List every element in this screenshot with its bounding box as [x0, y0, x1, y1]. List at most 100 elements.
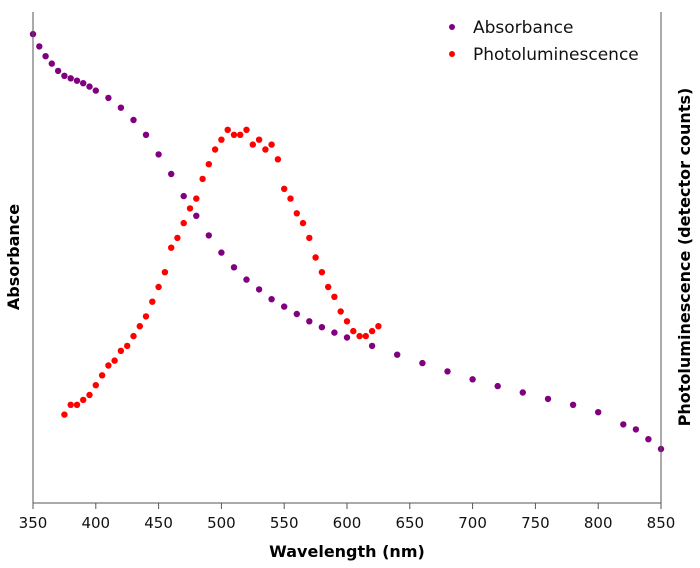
x-tick-label: 500 — [207, 514, 236, 532]
photoluminescence-point — [343, 318, 351, 325]
absorbance-point — [48, 60, 55, 67]
x-tick-label: 850 — [647, 514, 676, 532]
absorbance-point — [281, 303, 288, 310]
photoluminescence-point — [168, 244, 175, 251]
photoluminescence-point — [230, 131, 238, 138]
photoluminescence-point — [325, 283, 332, 291]
absorbance-point — [130, 116, 137, 124]
absorbance-point — [331, 329, 338, 336]
absorbance-point — [61, 72, 68, 80]
absorbance-point — [268, 296, 275, 303]
photoluminescence-point — [337, 308, 344, 315]
absorbance-point — [230, 264, 238, 271]
photoluminescence-point — [299, 219, 307, 227]
x-axis-title: Wavelength (nm) — [269, 542, 425, 561]
absorbance-point — [243, 276, 250, 283]
x-tick-label: 350 — [19, 514, 48, 532]
photoluminescence-point — [161, 269, 169, 276]
photoluminescence-point — [211, 146, 219, 153]
photoluminescence-point — [255, 136, 263, 143]
absorbance-point — [105, 94, 112, 102]
absorbance-point — [343, 334, 351, 341]
plot-points — [29, 30, 665, 453]
x-tick-label: 450 — [144, 514, 173, 532]
photoluminescence-point — [356, 332, 363, 340]
photoluminescence-point — [224, 126, 231, 133]
absorbance-point — [255, 286, 263, 293]
legend-marker-absorbance — [449, 24, 455, 30]
photoluminescence-point — [331, 293, 338, 300]
absorbance-point — [595, 409, 602, 416]
x-tick-label: 700 — [458, 514, 487, 532]
photoluminescence-point — [124, 342, 131, 350]
photoluminescence-point — [306, 234, 313, 242]
photoluminescence-point — [136, 323, 143, 330]
absorbance-point — [620, 421, 627, 428]
absorbance-point — [368, 342, 376, 350]
photoluminescence-point — [98, 372, 106, 379]
x-tick-label: 800 — [584, 514, 613, 532]
absorbance-point — [73, 77, 81, 84]
photoluminescence-point — [268, 141, 275, 148]
absorbance-point — [218, 249, 225, 256]
photoluminescence-point — [312, 254, 319, 261]
photoluminescence-point — [111, 357, 118, 364]
legend-label-photoluminescence: Photoluminescence — [473, 45, 639, 65]
absorbance-point — [494, 382, 501, 390]
photoluminescence-point — [362, 332, 369, 340]
absorbance-point — [92, 87, 100, 94]
photoluminescence-point — [318, 269, 326, 276]
photoluminescence-point — [117, 347, 125, 354]
photoluminescence-point — [368, 327, 376, 335]
photoluminescence-point — [142, 313, 150, 320]
absorbance-point — [544, 395, 552, 403]
absorbance-point — [67, 75, 74, 82]
absorbance-point — [205, 232, 212, 239]
y-axis-title-left: Absorbance — [4, 204, 23, 310]
photoluminescence-point — [61, 411, 68, 418]
absorbance-point — [142, 131, 150, 138]
photoluminescence-point — [180, 219, 187, 227]
absorbance-point — [469, 376, 476, 383]
absorbance-point — [444, 368, 451, 375]
photoluminescence-point — [73, 401, 81, 408]
absorbance-point — [318, 324, 326, 331]
absorbance-point — [180, 192, 187, 200]
photoluminescence-point — [199, 175, 206, 183]
photoluminescence-point — [375, 323, 382, 330]
absorbance-point — [419, 359, 426, 367]
absorbance-point — [193, 212, 200, 219]
absorbance-point — [394, 351, 401, 358]
photoluminescence-point — [287, 195, 294, 202]
x-tick-label: 550 — [270, 514, 299, 532]
absorbance-point — [569, 401, 577, 408]
x-tick-label: 600 — [333, 514, 362, 532]
absorbance-point — [168, 170, 175, 178]
photoluminescence-point — [262, 146, 269, 153]
photoluminescence-point — [174, 234, 181, 242]
photoluminescence-point — [274, 156, 282, 163]
absorbance-point — [117, 104, 125, 111]
photoluminescence-point — [80, 396, 87, 404]
absorbance-point — [306, 318, 313, 325]
absorbance-point — [293, 310, 300, 318]
legend-marker-photoluminescence — [449, 51, 455, 57]
photoluminescence-point — [105, 362, 112, 369]
x-ticks: 350 400 450 500 550 600 650 700 750 800 850 — [19, 503, 676, 532]
photoluminescence-point — [205, 161, 212, 168]
absorbance-point — [54, 67, 62, 75]
y-axis-title-right: Photoluminescence (detector counts) — [675, 88, 694, 427]
photoluminescence-point — [67, 401, 74, 408]
photoluminescence-point — [193, 195, 200, 202]
photoluminescence-point — [281, 185, 288, 192]
photoluminescence-point — [218, 136, 225, 143]
absorbance-point — [80, 80, 87, 87]
photoluminescence-point — [350, 327, 357, 335]
absorbance-point — [86, 83, 93, 90]
x-tick-label: 750 — [521, 514, 550, 532]
absorbance-point — [42, 53, 49, 60]
photoluminescence-point — [86, 391, 93, 399]
absorbance-point — [36, 43, 43, 50]
absorbance-point — [519, 389, 526, 396]
